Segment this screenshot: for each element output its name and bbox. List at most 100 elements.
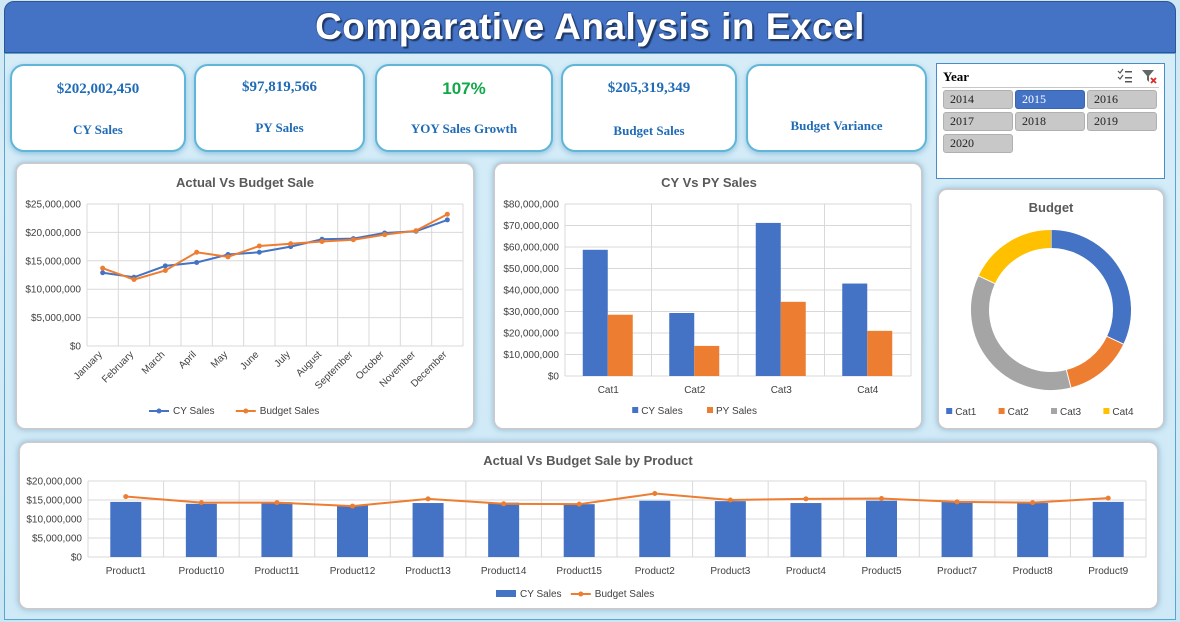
x-tick-label: Product2 [635, 566, 675, 577]
x-tick-label: August [294, 349, 324, 379]
data-point [413, 228, 419, 234]
bar [412, 503, 444, 557]
bar [941, 501, 973, 557]
x-tick-label: Product12 [330, 566, 376, 577]
x-tick-label: Product7 [937, 566, 977, 577]
bar [790, 503, 822, 557]
legend-label: Cat4 [1112, 407, 1134, 418]
bar [694, 345, 720, 376]
x-tick-label: Product15 [556, 566, 602, 577]
bar [582, 249, 608, 376]
bar [755, 222, 781, 376]
legend-swatch [1051, 408, 1057, 414]
card-actual-vs-budget: Actual Vs Budget Sale $0 $5,000,000 $10,000… [15, 162, 475, 430]
data-point [444, 217, 450, 223]
kpi-yoy-growth: 107% YOY Sales Growth [375, 64, 553, 152]
year-button-2018[interactable]: 2018 [1015, 112, 1085, 131]
legend-label: Budget Sales [260, 406, 320, 417]
y-tick-label: $60,000,000 [503, 243, 559, 254]
legend-marker [578, 591, 584, 597]
x-tick-label: Product5 [861, 566, 901, 577]
bar [714, 501, 746, 557]
year-button-2016[interactable]: 2016 [1087, 90, 1157, 109]
year-button-2017[interactable]: 2017 [943, 112, 1013, 131]
card-budget-donut: Budget Cat1 Cat2 Cat3 Cat4 [937, 188, 1165, 430]
bar [842, 283, 868, 376]
slice-separator [1065, 369, 1072, 388]
data-point [727, 497, 733, 503]
data-point [1030, 500, 1036, 506]
x-tick-label: March [140, 349, 167, 376]
cy-vs-py-chart: CY Vs PY Sales $0 $10,000,000 $20,000,000 $3… [503, 175, 912, 417]
kpi-label: YOY Sales Growth [410, 121, 518, 136]
legend-label: Cat2 [1008, 407, 1030, 418]
y-tick-label: $10,000,000 [26, 515, 82, 526]
x-tick-label: Cat3 [771, 385, 793, 396]
bar [639, 500, 671, 557]
clear-filter-icon[interactable] [1141, 68, 1157, 84]
year-button-2015[interactable]: 2015 [1015, 90, 1085, 109]
legend-label: Budget Sales [595, 589, 655, 600]
y-tick-label: $70,000,000 [503, 221, 559, 232]
y-tick-label: $30,000,000 [503, 307, 559, 318]
data-point [256, 249, 262, 255]
data-point [1105, 495, 1111, 501]
kpi-value: $202,002,450 [56, 81, 140, 97]
data-point [123, 494, 129, 500]
data-point [288, 241, 294, 247]
kpi-py-sales: $97,819,566 PY Sales [194, 64, 365, 152]
data-point [256, 243, 262, 249]
data-point [198, 500, 204, 506]
kpi-budget-variance: Budget Variance [746, 64, 927, 152]
bar [563, 504, 595, 557]
legend-marker [243, 408, 249, 414]
page-title: Comparative Analysis in Excel [315, 6, 865, 47]
kpi-cy-sales: $202,002,450 CY Sales [10, 64, 186, 152]
y-tick-label: $40,000,000 [503, 286, 559, 297]
y-tick-label: $20,000,000 [503, 329, 559, 340]
x-tick-label: February [100, 349, 136, 385]
actual-vs-budget-chart: Actual Vs Budget Sale $0 $5,000,000 $10,000… [25, 175, 464, 417]
data-point [162, 267, 168, 273]
x-tick-label: Product1 [106, 566, 146, 577]
data-point [131, 277, 137, 283]
y-tick-label: $5,000,000 [31, 313, 81, 324]
x-tick-label: April [177, 349, 199, 371]
chart-title: Budget [1029, 200, 1074, 215]
legend-label: CY Sales [641, 406, 683, 417]
kpi-label: PY Sales [255, 120, 304, 135]
data-point [194, 260, 200, 266]
kpi-value: $97,819,566 [242, 79, 317, 95]
legend-swatch [496, 590, 516, 597]
x-tick-label: Cat4 [857, 385, 879, 396]
x-tick-label: May [209, 349, 230, 370]
bar [110, 501, 142, 557]
x-tick-label: Product9 [1088, 566, 1128, 577]
legend-label: Cat1 [955, 407, 977, 418]
data-point [382, 232, 388, 238]
year-button-2020[interactable]: 2020 [943, 134, 1013, 153]
series-line [102, 218, 448, 279]
by-product-chart: Actual Vs Budget Sale by Product $0 $5,000… [26, 453, 1147, 600]
data-point [444, 211, 450, 217]
bar [866, 500, 897, 557]
year-button-2014[interactable]: 2014 [943, 90, 1013, 109]
x-tick-label: Product10 [179, 566, 225, 577]
y-tick-label: $10,000,000 [25, 285, 81, 296]
y-tick-label: $20,000,000 [25, 228, 81, 239]
chart-title: Actual Vs Budget Sale by Product [483, 453, 693, 468]
chart-title: CY Vs PY Sales [661, 175, 757, 190]
data-point [319, 238, 325, 244]
x-tick-label: Product11 [255, 566, 300, 577]
donut-slice [1066, 336, 1124, 388]
data-point [954, 499, 960, 505]
legend-label: CY Sales [173, 406, 215, 417]
data-point [225, 254, 231, 260]
bar [337, 505, 368, 557]
year-button-2019[interactable]: 2019 [1087, 112, 1157, 131]
multi-select-icon[interactable] [1117, 68, 1133, 84]
kpi-label: CY Sales [73, 122, 123, 137]
bar [1017, 503, 1049, 557]
slice-separator [1106, 335, 1124, 345]
x-tick-label: Product3 [710, 566, 750, 577]
